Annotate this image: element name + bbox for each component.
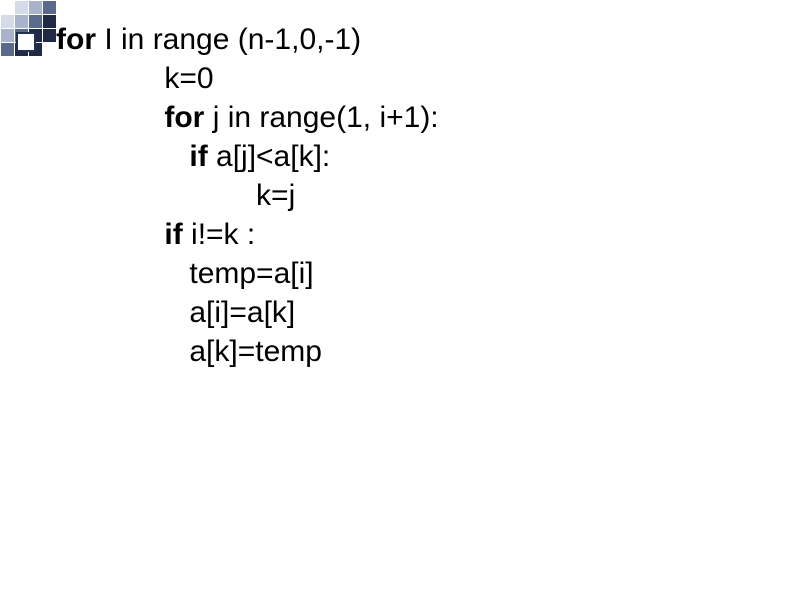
deco-square <box>1 15 14 28</box>
deco-square <box>43 15 56 28</box>
code-text: k=0 <box>164 62 213 95</box>
keyword: for <box>164 101 204 134</box>
code-text: k=j <box>256 179 295 212</box>
code-block: for I in range (n-1,0,-1) k=0 for j in r… <box>56 20 780 371</box>
code-text: a[j]<a[k]: <box>208 140 331 173</box>
code-line: if i!=k : <box>56 215 780 254</box>
keyword: if <box>189 140 207 173</box>
code-text: a[i]=a[k] <box>189 296 295 329</box>
code-text: temp=a[i] <box>189 257 313 290</box>
deco-square <box>43 43 56 56</box>
deco-square <box>15 15 28 28</box>
deco-square <box>29 15 42 28</box>
code-text: a[k]=temp <box>189 335 322 368</box>
deco-square <box>1 29 14 42</box>
code-text: I in range (n-1,0,-1) <box>96 23 361 56</box>
deco-square <box>43 29 56 42</box>
code-line: temp=a[i] <box>56 254 780 293</box>
deco-square <box>1 43 14 56</box>
code-text: j in range(1, i+1): <box>204 101 438 134</box>
code-line: k=0 <box>56 59 780 98</box>
code-text: i!=k : <box>183 218 256 251</box>
code-line: for I in range (n-1,0,-1) <box>56 20 780 59</box>
deco-square <box>15 1 28 14</box>
keyword: if <box>164 218 182 251</box>
deco-square <box>43 1 56 14</box>
code-line: for j in range(1, i+1): <box>56 98 780 137</box>
keyword: for <box>56 23 96 56</box>
code-line: a[i]=a[k] <box>56 293 780 332</box>
code-line: if a[j]<a[k]: <box>56 137 780 176</box>
code-line: a[k]=temp <box>56 332 780 371</box>
deco-square <box>1 1 14 14</box>
deco-square <box>29 1 42 14</box>
code-line: k=j <box>56 176 780 215</box>
bullet-square-icon <box>16 32 36 52</box>
